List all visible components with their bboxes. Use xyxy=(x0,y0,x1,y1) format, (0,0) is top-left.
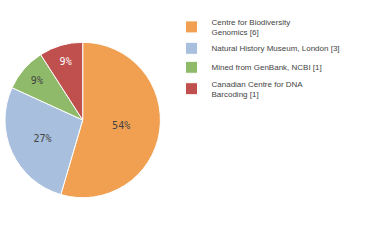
svg-text:Canadian Centre for DNABarcodi: Canadian Centre for DNABarcoding [1] xyxy=(212,80,304,99)
svg-text:Centre for BiodiversityGenomic: Centre for BiodiversityGenomics [6] xyxy=(212,18,291,37)
svg-text:54%: 54% xyxy=(112,120,130,131)
svg-text:27%: 27% xyxy=(33,133,51,144)
svg-text:Natural History Museum, London: Natural History Museum, London [3] xyxy=(212,44,340,53)
svg-text:Mined from GenBank, NCBI [1]: Mined from GenBank, NCBI [1] xyxy=(212,63,322,72)
svg-text:9%: 9% xyxy=(60,56,72,67)
svg-text:9%: 9% xyxy=(31,75,43,86)
